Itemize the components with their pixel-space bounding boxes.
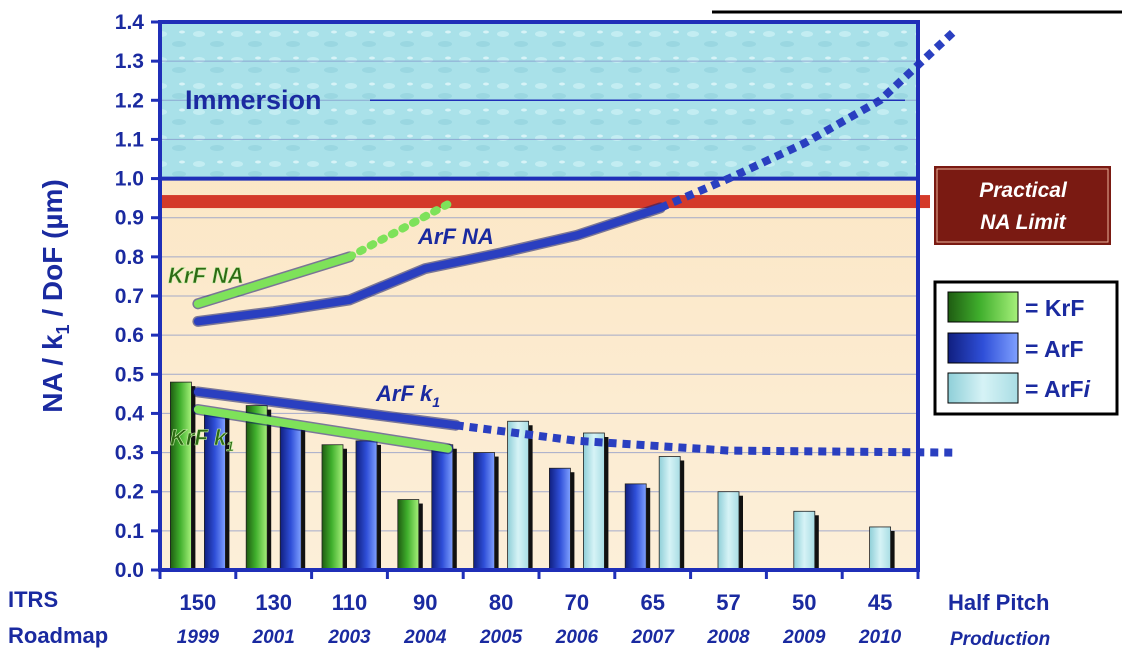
x-tick-label: 65 bbox=[640, 590, 664, 615]
practical-na-limit-bar bbox=[160, 195, 930, 209]
x-year-label: 2003 bbox=[327, 627, 371, 648]
arf-na-line bbox=[193, 203, 665, 326]
y-tick-label: 1.3 bbox=[115, 50, 144, 73]
arf-k1-label-text: ArF k bbox=[375, 381, 434, 406]
arf-k1-line bbox=[193, 387, 460, 430]
x-tick-label: 110 bbox=[332, 590, 368, 615]
x-year-label: 2010 bbox=[858, 627, 902, 648]
na-limit-label: NA Limit bbox=[980, 211, 1067, 234]
x-tick-label: 50 bbox=[792, 590, 816, 615]
bar-arf-80 bbox=[473, 452, 496, 571]
practical-label: Practical bbox=[979, 179, 1068, 202]
x-category-labels: 150 1999 130 2001 110 2003 90 2004 80 2005 70 2006 6… bbox=[158, 570, 920, 648]
krf-k1-label: KrF k1 bbox=[170, 425, 234, 454]
arf-na-label: ArF NA bbox=[417, 224, 494, 249]
immersion-label: Immersion bbox=[185, 85, 322, 115]
bar-arf-90 bbox=[431, 444, 454, 571]
krf-na-line bbox=[193, 252, 354, 308]
y-tick-label: 0.6 bbox=[115, 324, 144, 347]
y-tick-label: 1.4 bbox=[115, 11, 145, 34]
x-tick-label: 57 bbox=[716, 590, 740, 615]
x-year-label: 2008 bbox=[706, 627, 750, 648]
krf-k1-line bbox=[193, 405, 452, 453]
y-tick-label: 0.7 bbox=[115, 285, 144, 308]
x-year-label: 2007 bbox=[631, 627, 676, 648]
legend-item-arfi: = ArFi bbox=[947, 372, 1091, 404]
bar-arf-130 bbox=[279, 424, 302, 571]
bar-arf-70 bbox=[549, 467, 571, 571]
y-tick-label: 0.9 bbox=[115, 207, 144, 230]
y-tick-label: 0.0 bbox=[115, 559, 144, 582]
legend-label-arfi-suffix: i bbox=[1084, 376, 1091, 402]
bar-arfi-45 bbox=[869, 526, 891, 571]
bar-arfi-70 bbox=[583, 432, 605, 571]
arf-k1-label: ArF k1 bbox=[375, 381, 440, 410]
arf-k1-projection-line bbox=[455, 421, 956, 457]
half-pitch-label: Half Pitch bbox=[948, 590, 1049, 615]
legend-swatch-arfi bbox=[947, 372, 1019, 404]
legend-item-arf: = ArF bbox=[947, 332, 1084, 364]
legend-item-krf: = KrF bbox=[947, 291, 1084, 323]
krf-na-label: KrF NA bbox=[168, 263, 244, 288]
krf-k1-label-subscript: 1 bbox=[226, 438, 234, 454]
bar-arf-110 bbox=[355, 440, 378, 571]
legend-label-arfi: = ArF bbox=[1025, 376, 1084, 402]
krf-k1-label-text: KrF k bbox=[170, 425, 228, 450]
y-tick-label: 0.8 bbox=[115, 246, 145, 269]
x-tick-label: 80 bbox=[489, 590, 513, 615]
bar-arf-65 bbox=[624, 483, 647, 571]
bar-krf-110 bbox=[321, 444, 344, 571]
practical-na-limit-box: Practical NA Limit bbox=[934, 166, 1111, 245]
y-tick-label: 1.0 bbox=[115, 168, 144, 191]
legend-label-arf: = ArF bbox=[1025, 336, 1084, 362]
y-tick-label: 0.3 bbox=[115, 442, 144, 465]
svg-text:= ArFi: = ArFi bbox=[1025, 376, 1091, 402]
y-tick-labels: 0.0 0.1 0.2 0.3 0.4 0.5 0.6 0.7 0.8 0.9 1.0 1.1 1.2 1… bbox=[115, 11, 160, 582]
legend: = KrF = ArF = ArFi bbox=[933, 280, 1119, 416]
y-axis-label: NA / k1 / DoF (µm) bbox=[37, 179, 73, 413]
legend-label-krf: = KrF bbox=[1025, 295, 1084, 321]
y-tick-label: 1.2 bbox=[115, 89, 144, 112]
x-year-label: 2005 bbox=[479, 627, 523, 648]
x-year-label: 2004 bbox=[403, 627, 447, 648]
bar-krf-150 bbox=[169, 381, 192, 571]
y-tick-label: 0.1 bbox=[115, 520, 145, 543]
bar-arfi-80 bbox=[507, 420, 530, 571]
production-label: Production bbox=[950, 629, 1050, 650]
x-tick-label: 130 bbox=[255, 590, 292, 615]
legend-swatch-arf bbox=[947, 332, 1019, 364]
bar-arfi-50 bbox=[793, 510, 816, 571]
krf-na-projection-line bbox=[345, 198, 456, 261]
bar-krf-90 bbox=[397, 499, 420, 571]
x-tick-label: 70 bbox=[565, 590, 589, 615]
x-tick-label: 90 bbox=[413, 590, 437, 615]
arf-k1-label-subscript: 1 bbox=[432, 394, 440, 410]
x-year-label: 2001 bbox=[252, 627, 295, 648]
x-tick-label: 45 bbox=[868, 590, 892, 615]
y-tick-label: 0.5 bbox=[115, 363, 145, 386]
y-tick-label: 0.2 bbox=[115, 481, 144, 504]
x-year-label: 2009 bbox=[782, 627, 826, 648]
arf-na-projection-line bbox=[658, 26, 959, 212]
y-tick-label: 0.4 bbox=[115, 402, 145, 425]
bar-arfi-65 bbox=[658, 456, 681, 571]
x-tick-label: 150 bbox=[180, 590, 217, 615]
x-year-label: 2006 bbox=[555, 627, 599, 648]
x-year-label: 1999 bbox=[177, 627, 220, 648]
itrs-label: ITRS bbox=[8, 587, 58, 612]
y-tick-label: 1.1 bbox=[115, 128, 145, 151]
legend-swatch-krf bbox=[947, 291, 1019, 323]
bar-krf-130 bbox=[245, 405, 268, 571]
bar-arfi-57 bbox=[717, 491, 740, 571]
roadmap-label: Roadmap bbox=[8, 623, 108, 648]
